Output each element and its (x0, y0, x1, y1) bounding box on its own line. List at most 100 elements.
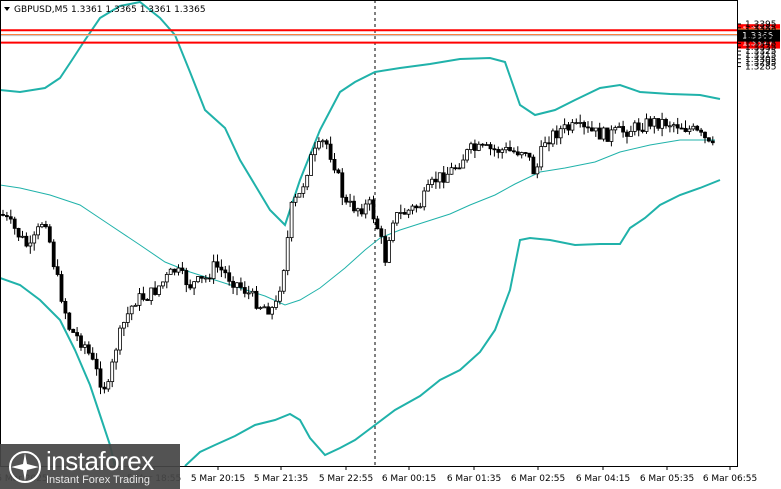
candle-body (383, 236, 388, 263)
candle-body (562, 124, 567, 130)
candle-body (242, 287, 247, 294)
candle-body (277, 290, 282, 302)
candle-body (297, 192, 302, 198)
candle-body (309, 154, 314, 176)
candle-body (531, 156, 536, 175)
candle-body (632, 122, 637, 132)
candle-body (664, 119, 668, 127)
price-tick-label: 1.3385 (745, 24, 777, 34)
candle-body (644, 118, 649, 132)
price-tick-label: 1.3335 (745, 43, 777, 53)
candle-body (699, 129, 703, 133)
candle-body (55, 266, 60, 275)
candle-body (445, 173, 450, 183)
candle-body (118, 327, 122, 351)
candle-body (605, 127, 610, 142)
candle-body (316, 141, 321, 149)
candle-body (398, 212, 403, 214)
candle-body (36, 226, 40, 236)
candle-body (707, 137, 711, 142)
price-tick-label: 1.3305 (745, 55, 777, 65)
candle-body (593, 127, 598, 132)
candle-body (332, 159, 337, 171)
candle-body (301, 186, 306, 194)
candle-body (67, 312, 72, 330)
candle-body (160, 281, 165, 287)
candle-body (145, 299, 150, 301)
candle-body (586, 126, 590, 129)
candle-body (59, 274, 64, 302)
candle-body (20, 235, 25, 238)
candle-body (153, 287, 158, 295)
time-tick-label: 5 Mar 20:15 (191, 474, 245, 484)
time-tick-label: 6 Mar 02:55 (511, 474, 565, 484)
candle-body (476, 143, 481, 151)
current-price-label: 1.3365 (742, 32, 774, 42)
brand-name: instaforex (46, 446, 154, 476)
candle-body (461, 159, 466, 169)
candle-body (285, 237, 290, 272)
candle-body (258, 307, 263, 310)
candle-body (313, 147, 317, 156)
candle-body (469, 143, 473, 151)
candle-body (687, 128, 692, 132)
candle-body (617, 126, 622, 129)
candle-body (547, 142, 551, 145)
price-tick-label: 1.3365 (745, 32, 777, 42)
candle-body (246, 292, 251, 295)
candle-body (328, 143, 333, 160)
candle-body (47, 226, 52, 243)
bollinger-bands (0, 0, 721, 467)
candle-body (188, 284, 193, 289)
candle-body (574, 122, 579, 125)
candle-body (75, 332, 79, 337)
candle-body (508, 146, 512, 152)
candle-body (262, 306, 267, 309)
candle-body (648, 118, 653, 127)
candle-body (344, 196, 349, 203)
candle-body (660, 119, 664, 129)
instaforex-logo-icon (9, 451, 41, 483)
candle-body (293, 196, 298, 203)
lower-band-line (0, 277, 116, 467)
candle-body (219, 266, 224, 271)
candle-body (180, 267, 185, 271)
candle-body (558, 128, 563, 139)
candle-body (621, 126, 625, 133)
instaforex-watermark: instaforex Instant Forex Trading (0, 444, 180, 489)
candle-body (164, 274, 169, 283)
candle-body (83, 344, 87, 348)
candle-body (523, 152, 528, 154)
candle-body (582, 122, 586, 128)
candle-body (387, 240, 392, 263)
candle-body (480, 143, 485, 146)
candle-body (324, 140, 329, 145)
candle-body (535, 166, 540, 175)
candle-body (371, 199, 376, 220)
candle-body (578, 122, 583, 124)
candle-body (391, 222, 395, 241)
candle-body (484, 144, 489, 146)
candle-body (671, 124, 676, 127)
candle-body (609, 129, 614, 142)
candle-body (340, 172, 345, 198)
candle-body (274, 300, 278, 308)
candle-body (86, 344, 91, 354)
candle-body (363, 203, 368, 215)
candle-body (231, 280, 236, 288)
candle-body (106, 381, 111, 390)
candle-body (406, 209, 411, 215)
candle-body (422, 190, 427, 208)
candle-body (504, 146, 509, 151)
candle-body (250, 290, 255, 294)
candle-body (590, 127, 594, 132)
candle-body (336, 169, 341, 174)
candle-body (141, 293, 146, 300)
candle-body (465, 149, 470, 161)
candle-body (289, 201, 294, 239)
candle-body (359, 208, 364, 215)
candle-body (125, 313, 130, 323)
candle-body (418, 206, 423, 209)
